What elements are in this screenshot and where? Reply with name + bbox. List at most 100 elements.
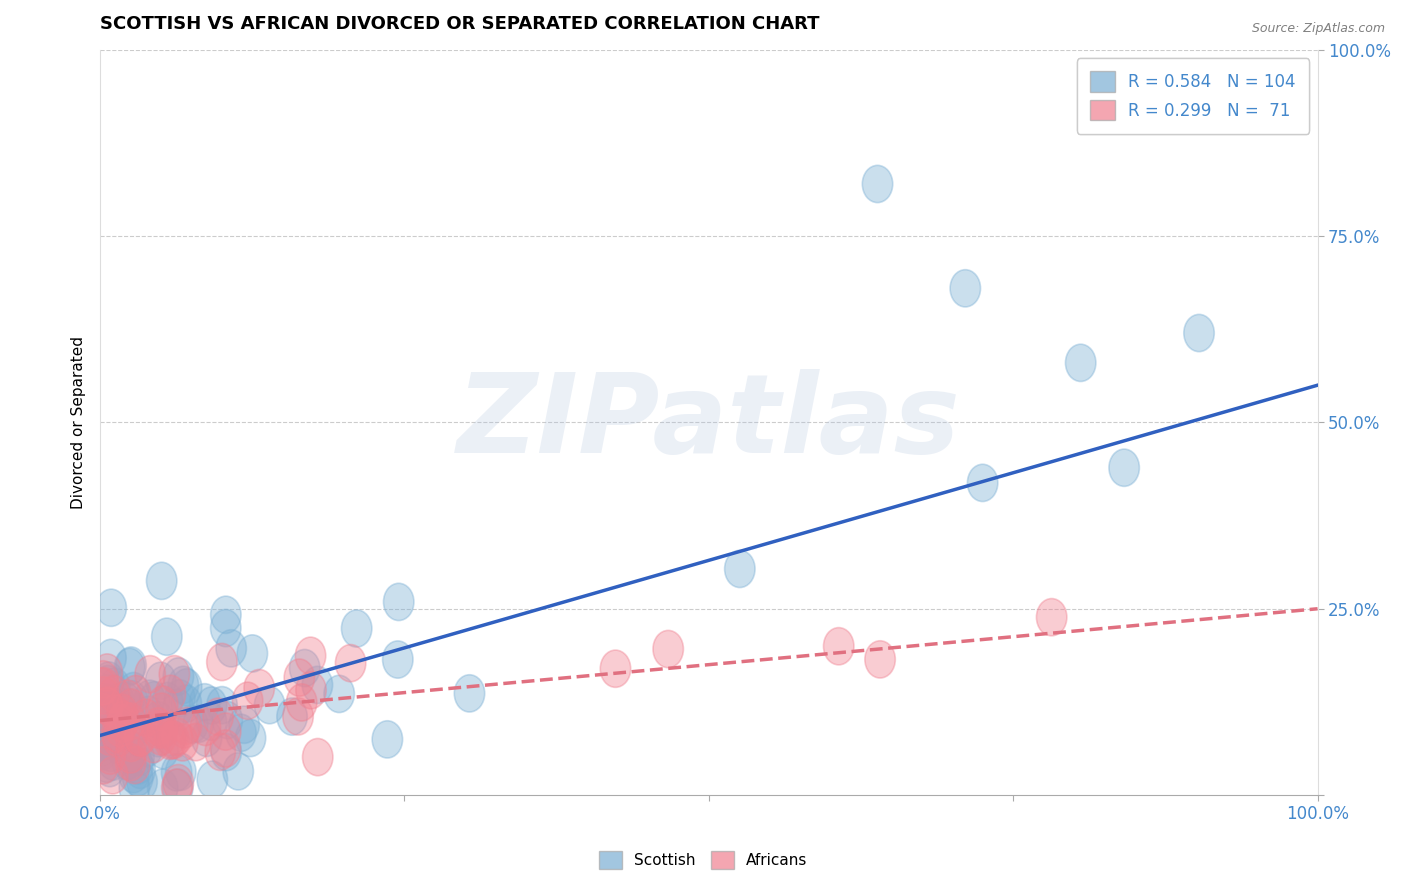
Ellipse shape — [87, 747, 118, 784]
Ellipse shape — [197, 703, 226, 740]
Ellipse shape — [118, 673, 149, 710]
Ellipse shape — [98, 675, 129, 713]
Ellipse shape — [229, 706, 259, 743]
Ellipse shape — [190, 708, 221, 746]
Ellipse shape — [1066, 344, 1095, 382]
Ellipse shape — [114, 648, 145, 686]
Ellipse shape — [226, 714, 256, 751]
Ellipse shape — [139, 681, 170, 719]
Ellipse shape — [290, 649, 321, 687]
Ellipse shape — [197, 761, 228, 798]
Ellipse shape — [224, 753, 253, 790]
Ellipse shape — [108, 701, 139, 739]
Ellipse shape — [125, 751, 155, 789]
Ellipse shape — [87, 732, 118, 770]
Ellipse shape — [86, 724, 115, 762]
Ellipse shape — [104, 683, 135, 720]
Ellipse shape — [287, 684, 316, 721]
Ellipse shape — [117, 689, 146, 726]
Ellipse shape — [211, 596, 240, 633]
Ellipse shape — [159, 656, 190, 693]
Ellipse shape — [211, 609, 240, 647]
Ellipse shape — [207, 687, 238, 723]
Ellipse shape — [336, 645, 366, 681]
Ellipse shape — [183, 706, 214, 742]
Ellipse shape — [101, 715, 132, 752]
Ellipse shape — [87, 661, 118, 698]
Ellipse shape — [98, 743, 128, 780]
Ellipse shape — [122, 759, 153, 797]
Ellipse shape — [254, 687, 285, 723]
Text: ZIPatlas: ZIPatlas — [457, 369, 960, 476]
Ellipse shape — [373, 721, 402, 758]
Ellipse shape — [93, 665, 124, 703]
Ellipse shape — [162, 754, 191, 791]
Ellipse shape — [87, 729, 117, 766]
Ellipse shape — [148, 711, 177, 748]
Ellipse shape — [104, 690, 134, 726]
Legend: R = 0.584   N = 104, R = 0.299   N =  71: R = 0.584 N = 104, R = 0.299 N = 71 — [1077, 58, 1309, 134]
Ellipse shape — [166, 753, 195, 790]
Ellipse shape — [89, 677, 120, 714]
Text: SCOTTISH VS AFRICAN DIVORCED OR SEPARATED CORRELATION CHART: SCOTTISH VS AFRICAN DIVORCED OR SEPARATE… — [100, 15, 820, 33]
Ellipse shape — [202, 698, 233, 735]
Ellipse shape — [169, 711, 200, 748]
Ellipse shape — [112, 689, 143, 726]
Ellipse shape — [100, 706, 129, 743]
Ellipse shape — [143, 720, 173, 756]
Ellipse shape — [277, 698, 308, 735]
Ellipse shape — [103, 720, 134, 756]
Ellipse shape — [167, 723, 198, 761]
Ellipse shape — [295, 637, 326, 674]
Ellipse shape — [115, 714, 146, 752]
Ellipse shape — [155, 675, 186, 713]
Ellipse shape — [120, 769, 149, 806]
Ellipse shape — [107, 705, 138, 742]
Ellipse shape — [93, 688, 122, 725]
Ellipse shape — [125, 719, 156, 756]
Ellipse shape — [211, 713, 240, 750]
Ellipse shape — [107, 694, 138, 731]
Ellipse shape — [125, 718, 155, 756]
Ellipse shape — [90, 674, 121, 712]
Ellipse shape — [862, 165, 893, 202]
Ellipse shape — [96, 589, 127, 626]
Ellipse shape — [89, 687, 120, 724]
Ellipse shape — [1109, 449, 1139, 486]
Ellipse shape — [94, 718, 125, 756]
Ellipse shape — [824, 628, 853, 665]
Ellipse shape — [165, 680, 195, 717]
Ellipse shape — [103, 719, 132, 756]
Ellipse shape — [104, 726, 134, 764]
Ellipse shape — [180, 723, 211, 761]
Ellipse shape — [148, 686, 179, 723]
Ellipse shape — [172, 707, 201, 745]
Ellipse shape — [382, 640, 413, 678]
Ellipse shape — [138, 725, 169, 763]
Ellipse shape — [87, 723, 118, 759]
Ellipse shape — [967, 464, 998, 501]
Ellipse shape — [100, 695, 131, 732]
Ellipse shape — [112, 680, 142, 717]
Ellipse shape — [146, 562, 177, 599]
Ellipse shape — [132, 729, 163, 766]
Ellipse shape — [190, 683, 219, 721]
Ellipse shape — [146, 718, 176, 756]
Ellipse shape — [115, 703, 145, 740]
Ellipse shape — [94, 749, 125, 787]
Ellipse shape — [163, 690, 193, 726]
Ellipse shape — [145, 662, 176, 699]
Ellipse shape — [197, 687, 226, 724]
Ellipse shape — [211, 730, 240, 767]
Ellipse shape — [159, 722, 190, 758]
Ellipse shape — [103, 687, 132, 723]
Ellipse shape — [156, 722, 187, 759]
Ellipse shape — [205, 733, 235, 771]
Ellipse shape — [724, 550, 755, 588]
Ellipse shape — [155, 718, 186, 756]
Ellipse shape — [134, 697, 163, 733]
Ellipse shape — [131, 699, 162, 736]
Ellipse shape — [100, 668, 129, 706]
Ellipse shape — [865, 640, 896, 678]
Ellipse shape — [283, 698, 314, 735]
